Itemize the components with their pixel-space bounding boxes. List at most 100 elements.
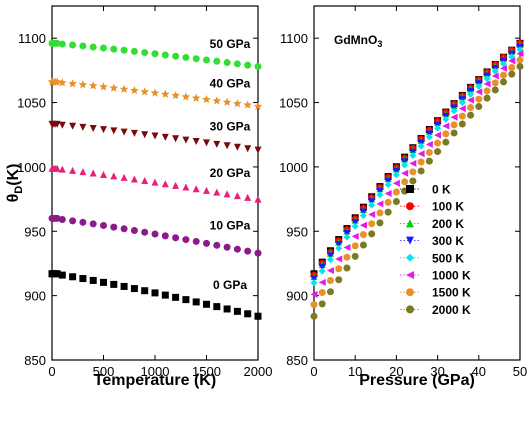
- data-point: [69, 273, 77, 281]
- legend-item: 500 K: [400, 251, 464, 265]
- plot-frame: [313, 5, 521, 361]
- data-point: [192, 138, 200, 146]
- data-point: [500, 71, 508, 79]
- data-point: [191, 93, 201, 102]
- data-point: [130, 175, 138, 183]
- data-point: [516, 63, 524, 71]
- data-point: [458, 112, 466, 120]
- data-point: [203, 139, 210, 147]
- series-100-k: [310, 39, 524, 279]
- legend-marker: [406, 219, 414, 228]
- y-tick-label: 1000: [279, 160, 308, 175]
- y-tick-label: 950: [24, 224, 46, 239]
- x-tick-label: 40: [472, 364, 486, 379]
- legend-label: 500 K: [432, 251, 464, 265]
- data-point: [425, 157, 433, 165]
- data-point: [425, 140, 433, 148]
- data-point: [417, 142, 425, 150]
- data-point: [326, 252, 334, 260]
- data-point: [233, 192, 241, 200]
- data-point: [442, 138, 450, 146]
- x-tick-label: 10: [348, 364, 362, 379]
- series-40-gpa: [47, 77, 263, 111]
- data-point: [79, 123, 87, 131]
- legend-item: 1000 K: [400, 269, 471, 283]
- legend-label: 2000 K: [432, 303, 471, 317]
- data-point: [58, 165, 66, 173]
- data-point: [376, 191, 384, 199]
- data-point: [141, 228, 149, 236]
- data-point: [343, 264, 351, 272]
- data-point: [326, 288, 334, 296]
- data-point: [140, 87, 149, 96]
- data-point: [110, 280, 118, 288]
- data-point: [58, 121, 66, 129]
- data-point: [326, 277, 334, 285]
- data-point: [417, 167, 425, 175]
- data-point: [458, 99, 466, 107]
- y-tick-label: 900: [24, 289, 46, 304]
- series-label: 40 GPa: [210, 76, 251, 90]
- data-point: [69, 217, 77, 225]
- data-point: [213, 241, 221, 249]
- data-point: [508, 63, 516, 71]
- data-point: [202, 95, 211, 104]
- data-point: [343, 233, 351, 241]
- data-point: [120, 225, 128, 233]
- series-2000-k: [310, 63, 524, 320]
- data-point: [141, 287, 149, 295]
- data-point: [483, 87, 491, 95]
- legend-label: 0 K: [432, 183, 451, 197]
- data-point: [434, 131, 442, 139]
- x-tick-label: 1000: [141, 364, 170, 379]
- data-point: [450, 107, 458, 115]
- data-point: [58, 271, 66, 279]
- data-point: [100, 126, 107, 134]
- data-point: [161, 180, 169, 188]
- data-point: [119, 84, 129, 93]
- series-50-gpa: [48, 39, 262, 71]
- data-point: [359, 241, 367, 249]
- data-point: [172, 52, 180, 60]
- data-point: [409, 168, 417, 176]
- series-0-gpa: [48, 270, 262, 320]
- data-point: [368, 210, 376, 218]
- x-tick-label: 0: [310, 364, 317, 379]
- data-point: [384, 181, 392, 189]
- data-point: [425, 148, 433, 156]
- legend-item: 200 K: [400, 217, 464, 231]
- data-point: [500, 64, 508, 72]
- data-point: [318, 288, 326, 296]
- data-point: [171, 91, 180, 100]
- data-point: [467, 90, 475, 98]
- series-30-gpa: [48, 120, 262, 154]
- data-point: [335, 244, 343, 252]
- y-tick-label: 1100: [280, 31, 308, 46]
- data-point: [182, 296, 190, 304]
- data-point: [69, 41, 77, 49]
- data-point: [100, 44, 107, 52]
- data-point: [401, 161, 409, 169]
- data-point: [491, 86, 499, 94]
- data-point: [89, 169, 97, 177]
- data-point: [110, 127, 118, 135]
- data-point: [182, 236, 190, 244]
- data-point: [376, 219, 384, 227]
- legend-item: 1500 K: [400, 286, 471, 300]
- legend-item: 2000 K: [400, 303, 471, 317]
- data-point: [359, 208, 367, 216]
- data-point: [141, 131, 149, 139]
- data-point: [150, 88, 160, 97]
- data-point: [359, 231, 367, 239]
- legend-item: 100 K: [400, 200, 464, 214]
- data-point: [351, 232, 359, 240]
- data-point: [483, 75, 491, 83]
- y-tick-label: 900: [286, 289, 308, 304]
- data-point: [172, 135, 180, 143]
- data-point: [483, 94, 491, 102]
- data-point: [192, 185, 200, 193]
- series-300-k: [310, 43, 524, 283]
- data-point: [203, 186, 210, 194]
- data-point: [409, 152, 417, 160]
- data-point: [213, 303, 221, 311]
